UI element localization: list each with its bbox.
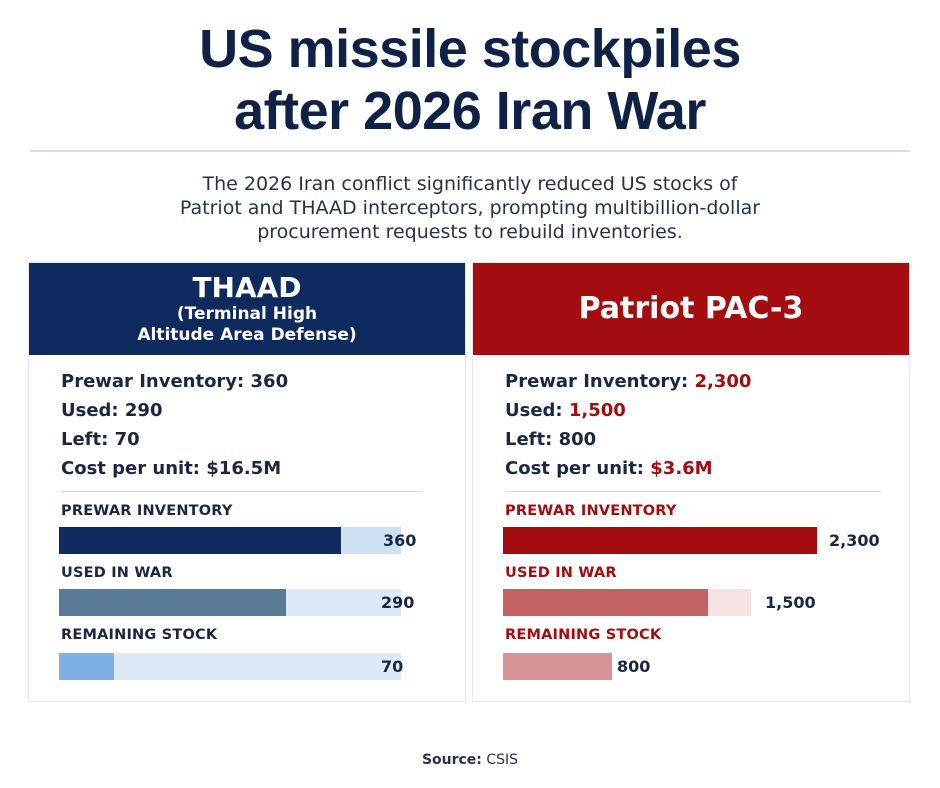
subtitle-line-3: procurement requests to rebuild inventor… [257,221,683,243]
stat-value: 800 [558,429,597,450]
thaad-panel: THAAD (Terminal High Altitude Area Defen… [28,262,466,702]
stat-label: Prewar Inventory: [61,371,251,392]
patriot-bar-prewar [503,527,817,554]
stat-label: Cost per unit: [505,458,651,479]
thaad-bar-label-used: USED IN WAR [61,565,173,581]
thaad-bar-label-prewar: PREWAR INVENTORY [61,503,233,519]
thaad-bar-track-used [59,589,401,616]
thaad-header: THAAD (Terminal High Altitude Area Defen… [29,263,465,355]
thaad-bar-remaining [59,653,114,680]
patriot-left-stat: Left: 800 [505,425,885,454]
thaad-subtitle-line-2: Altitude Area Defense) [137,325,357,345]
page-title: US missile stockpiles after 2026 Iran Wa… [0,18,940,142]
thaad-bar-label-remaining: REMAINING STOCK [61,627,218,643]
patriot-value-used: 1,500 [765,593,816,612]
stat-value: 290 [124,400,163,421]
title-divider [30,150,910,152]
thaad-bar-track-prewar [59,527,401,554]
patriot-value-remaining: 800 [617,657,651,676]
patriot-bar-track-remaining [503,653,612,680]
patriot-stats: Prewar Inventory: 2,300 Used: 1,500 Left… [505,367,885,483]
patriot-header: Patriot PAC-3 [473,263,909,355]
stat-value: $3.6M [650,458,713,479]
stat-value: 360 [250,371,289,392]
thaad-bar-used [59,589,286,616]
title-line-2: after 2026 Iran War [234,81,706,141]
thaad-cost-stat: Cost per unit: $16.5M [61,454,441,483]
patriot-prewar-stat: Prewar Inventory: 2,300 [505,367,885,396]
stat-value: 2,300 [694,371,752,392]
source-value: CSIS [481,752,519,768]
thaad-used-stat: Used: 290 [61,396,441,425]
patriot-bar-label-prewar: PREWAR INVENTORY [505,503,677,519]
thaad-bar-track-remaining [59,653,401,680]
patriot-cost-stat: Cost per unit: $3.6M [505,454,885,483]
subtitle-line-1: The 2026 Iran conflict significantly red… [202,173,738,195]
patriot-bar-track-prewar [503,527,817,554]
patriot-value-prewar: 2,300 [829,531,880,550]
source-note: Source: CSIS [0,752,940,768]
thaad-title: THAAD [192,271,302,304]
patriot-bar-label-remaining: REMAINING STOCK [505,627,662,643]
patriot-bar-remaining [503,653,612,680]
patriot-bar-label-used: USED IN WAR [505,565,617,581]
stat-label: Used: [61,400,125,421]
patriot-divider [505,491,881,492]
patriot-bar-track-used [503,589,751,616]
thaad-prewar-stat: Prewar Inventory: 360 [61,367,441,396]
stat-label: Prewar Inventory: [505,371,695,392]
patriot-title: Patriot PAC-3 [578,291,804,326]
stat-value: $16.5M [206,458,282,479]
stat-label: Left: [505,429,559,450]
stat-label: Cost per unit: [61,458,207,479]
stat-value: 70 [114,429,140,450]
thaad-value-used: 290 [381,593,415,612]
source-label: Source: [421,752,482,768]
patriot-panel: Patriot PAC-3 Prewar Inventory: 2,300 Us… [472,262,910,702]
title-line-1: US missile stockpiles [199,19,741,79]
thaad-value-prewar: 360 [383,531,417,550]
thaad-value-remaining: 70 [381,657,404,676]
stat-label: Used: [505,400,569,421]
stat-label: Left: [61,429,115,450]
thaad-bar-prewar [59,527,341,554]
patriot-bar-used [503,589,708,616]
stat-value: 1,500 [568,400,626,421]
thaad-subtitle-line-1: (Terminal High [176,304,318,324]
thaad-stats: Prewar Inventory: 360 Used: 290 Left: 70… [61,367,441,483]
subtitle-line-2: Patriot and THAAD interceptors, promptin… [179,197,761,219]
thaad-left-stat: Left: 70 [61,425,441,454]
thaad-divider [61,491,423,492]
patriot-used-stat: Used: 1,500 [505,396,885,425]
subtitle: The 2026 Iran conflict significantly red… [110,172,830,244]
